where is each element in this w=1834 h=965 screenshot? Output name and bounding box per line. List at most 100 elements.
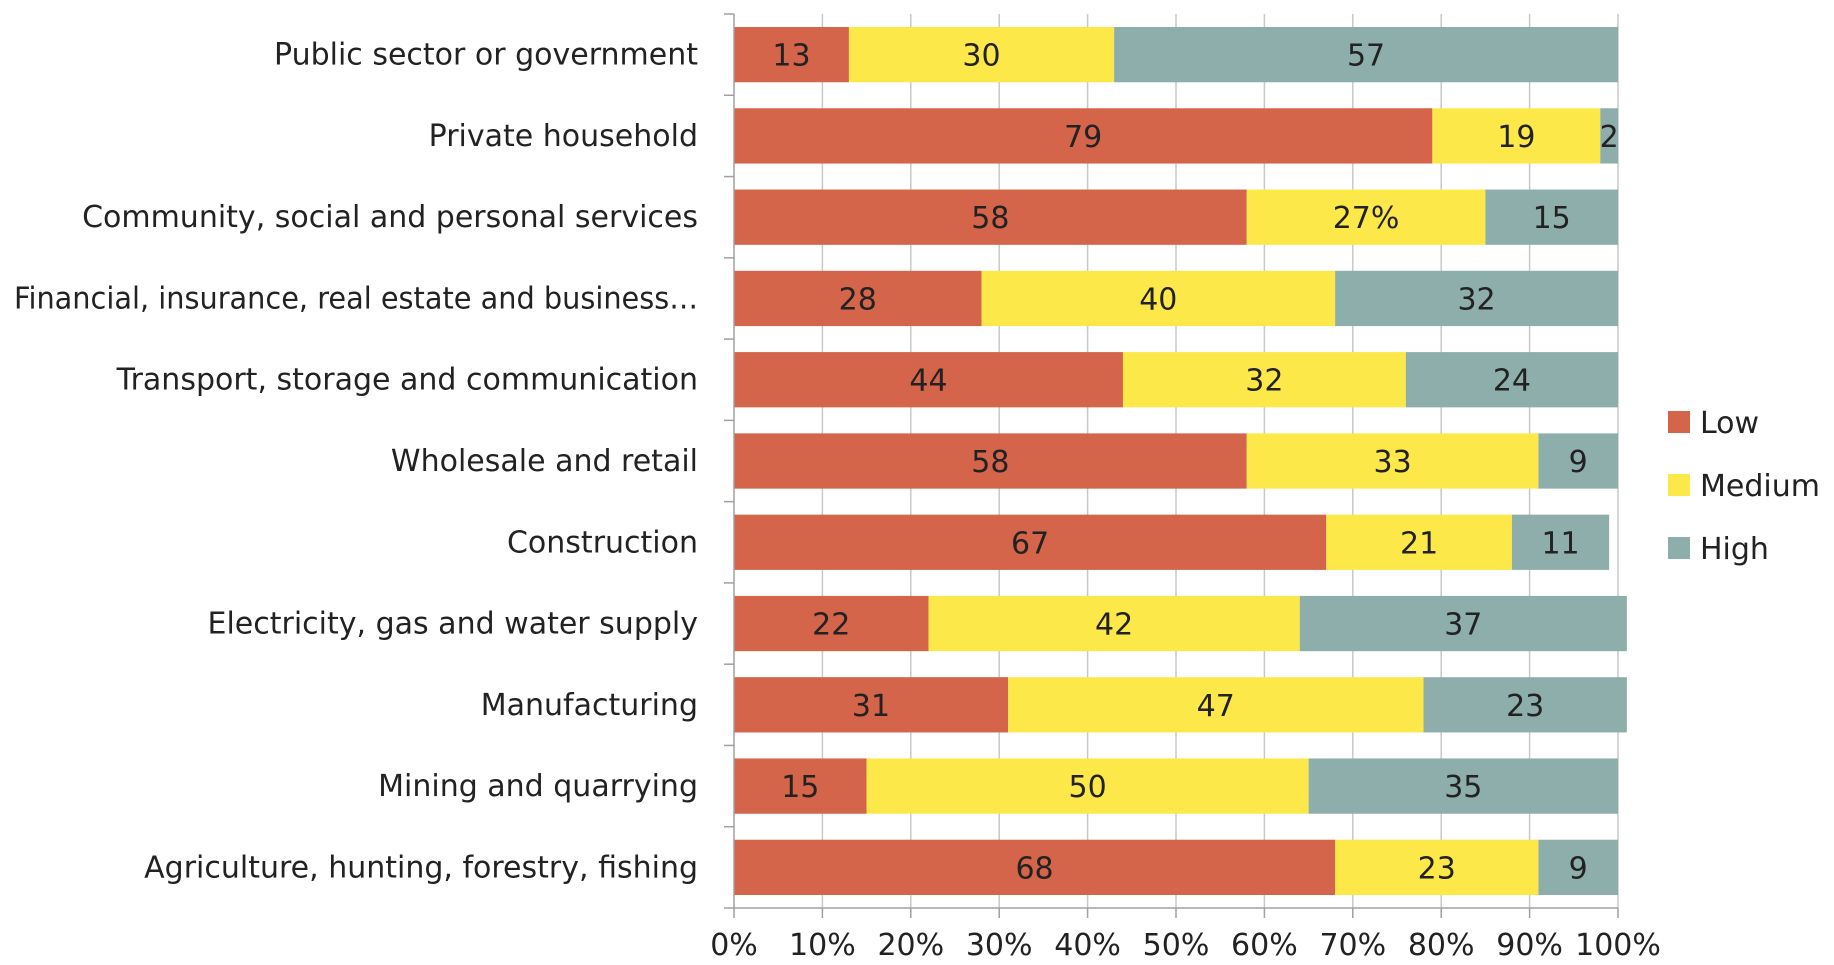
x-tick-label: 0%: [710, 928, 758, 963]
bar-segment-low: [734, 352, 1123, 408]
bar-segment-high: [1538, 839, 1618, 895]
data-label: 57: [1347, 39, 1385, 74]
data-label: 11: [1541, 526, 1579, 561]
data-label: 35: [1444, 770, 1482, 805]
bar-segment-low: [734, 433, 1247, 489]
bar-segment-low: [734, 27, 849, 83]
x-tick-label: 50%: [1143, 928, 1210, 963]
x-tick-label: 40%: [1054, 928, 1121, 963]
data-label: 28: [839, 282, 877, 317]
data-label: 27%: [1333, 201, 1400, 236]
legend-label: High: [1700, 532, 1769, 567]
bar-segment-medium: [1246, 433, 1539, 489]
bar-segment-medium: [1335, 839, 1539, 895]
category-labels: Public sector or government Private house…: [14, 38, 698, 886]
category-label: Construction: [507, 525, 698, 560]
x-tick-label: 90%: [1496, 928, 1563, 963]
data-label: 30: [962, 39, 1000, 74]
x-tick-label: 10%: [789, 928, 856, 963]
x-tick-label: 60%: [1231, 928, 1298, 963]
bar-segment-medium: [928, 595, 1300, 652]
data-label: 37: [1444, 608, 1482, 643]
bar-segment-medium: [1432, 108, 1601, 164]
data-label: 32: [1457, 282, 1495, 317]
bar-segment-high: [1335, 270, 1618, 327]
data-label: 15: [781, 770, 819, 805]
bar-segment-low: [734, 595, 929, 652]
legend-swatch: [1668, 537, 1690, 559]
bar-segment-low: [734, 677, 1009, 733]
category-label: Mining and quarrying: [378, 769, 698, 804]
data-label: 21: [1400, 526, 1438, 561]
data-label: 67: [1011, 526, 1049, 561]
data-label: 31: [852, 689, 890, 724]
bar-segment-low: [734, 189, 1247, 245]
data-label: 33: [1373, 445, 1411, 480]
legend-swatch: [1668, 411, 1690, 433]
x-tick-labels: 0% 10% 20% 30% 40% 50% 60% 70% 80% 90% 100%: [710, 928, 1661, 963]
category-label: Private household: [429, 119, 698, 154]
bar-segment-medium: [866, 758, 1309, 814]
data-label: 9: [1569, 445, 1588, 480]
bar-segment-high: [1538, 433, 1618, 489]
category-label: Public sector or government: [274, 38, 698, 73]
bar-segment-medium: [981, 270, 1336, 327]
bar-segment-high: [1485, 189, 1618, 245]
bar-segment-high: [1299, 595, 1627, 652]
category-label: Financial, insurance, real estate and bu…: [14, 281, 698, 316]
data-label: 2: [1600, 120, 1619, 155]
bar-segment-medium: [1326, 514, 1512, 570]
bar-segment-high: [1423, 677, 1627, 733]
data-label: 23: [1506, 689, 1544, 724]
category-label: Agriculture, hunting, forestry, fishing: [144, 850, 698, 885]
data-label: 13: [772, 39, 810, 74]
bar-segment-high: [1308, 758, 1618, 814]
bar-segment-high: [1511, 514, 1610, 570]
category-label: Community, social and personal services: [82, 200, 698, 235]
data-label: 40: [1139, 282, 1177, 317]
data-label: 58: [971, 445, 1009, 480]
x-tick-label: 70%: [1319, 928, 1386, 963]
legend: Low Medium High: [1668, 406, 1820, 567]
data-label: 19: [1497, 120, 1535, 155]
category-label: Transport, storage and communication: [116, 363, 698, 398]
data-label: 79: [1064, 120, 1102, 155]
data-label: 23: [1418, 851, 1456, 886]
bar-segment-medium: [1122, 352, 1406, 408]
bar-segment-low: [734, 514, 1327, 570]
data-label: 32: [1245, 364, 1283, 399]
bar-segment-high: [1405, 352, 1618, 408]
bar-segment-low: [734, 839, 1336, 895]
bar-segment-low: [734, 758, 867, 814]
bar-segment-medium: [1008, 677, 1424, 733]
axes: [724, 13, 1619, 918]
data-label: 58: [971, 201, 1009, 236]
bars: 13 30 57 79 19 2 58 27% 15 28 40 32 44 32 24 58 33 9 67 21 1…: [734, 27, 1627, 895]
data-label: 15: [1533, 201, 1571, 236]
bar-segment-high: [1114, 27, 1618, 83]
bar-segment-low: [734, 270, 982, 327]
data-label: 47: [1197, 689, 1235, 724]
bar-segment-high: [1600, 108, 1618, 164]
category-label: Manufacturing: [481, 688, 698, 723]
x-tick-label: 80%: [1408, 928, 1475, 963]
bar-segment-low: [734, 108, 1433, 164]
x-tick-label: 100%: [1575, 928, 1661, 963]
legend-swatch: [1668, 474, 1690, 496]
category-label: Electricity, gas and water supply: [208, 607, 699, 642]
x-tick-label: 30%: [966, 928, 1033, 963]
category-label: Wholesale and retail: [391, 444, 698, 479]
bar-segment-medium: [848, 27, 1115, 83]
data-label: 68: [1015, 851, 1053, 886]
bar-segment-medium: [1246, 189, 1486, 245]
legend-label: Medium: [1700, 469, 1820, 504]
data-label: 22: [812, 608, 850, 643]
data-label: 42: [1095, 608, 1133, 643]
data-label: 44: [909, 364, 947, 399]
x-tick-label: 20%: [877, 928, 944, 963]
data-label: 50: [1069, 770, 1107, 805]
legend-label: Low: [1700, 406, 1759, 441]
data-label: 24: [1493, 364, 1531, 399]
